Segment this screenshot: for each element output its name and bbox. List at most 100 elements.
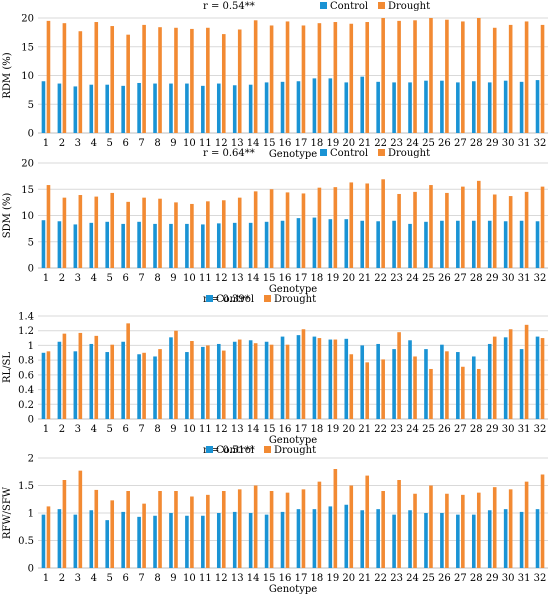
bar-control [487,220,492,268]
bar-control [185,352,189,419]
x-tick-label: 30 [502,138,515,149]
bar-control [201,515,205,568]
bar-drought [413,191,417,268]
x-tick-label: 29 [486,573,499,584]
x-tick-label: 10 [183,573,196,584]
bar-drought [317,23,322,133]
bar-drought [540,24,545,133]
bar-control [169,513,173,568]
bar-control [137,82,141,133]
x-tick-label: 18 [311,424,324,435]
x-tick-label: 15 [263,573,276,584]
bar-control [424,80,428,133]
x-tick-label: 19 [326,573,339,584]
y-tick-label: 0.8 [18,356,34,367]
bar-control [312,336,317,419]
bar-drought [381,359,385,419]
bar-control [440,344,444,419]
bar-drought [397,332,401,419]
bar-drought [317,481,322,568]
legend-swatch-drought [378,2,385,9]
bar-control [408,340,412,419]
bar-control [440,220,444,268]
legend: Control Drought [320,148,430,159]
bar-control [121,511,125,568]
y-tick-label: 1 [28,509,34,520]
bar-drought [349,485,354,568]
bar-control [344,504,349,568]
x-tick-label: 19 [326,273,339,284]
legend: Control Drought [320,1,430,12]
x-tick-label: 17 [295,273,308,284]
bar-drought [540,338,545,419]
x-tick-label: 4 [91,138,97,149]
bar-control [280,81,285,133]
x-tick-label: 11 [199,573,212,584]
legend-label-control: Control [216,294,254,305]
bar-drought [126,323,130,419]
bar-drought [94,196,99,268]
bar-drought [110,500,115,568]
y-tick-label: 0.2 [18,400,34,411]
x-tick-label: 10 [183,424,196,435]
bar-control [392,349,396,419]
bar-drought [365,362,370,419]
bar-drought [221,491,226,568]
bar-drought [540,186,545,268]
x-axis-label: Genotype [269,584,317,595]
bar-drought [301,193,306,268]
bar-control [503,337,508,419]
bar-control [344,219,349,268]
legend-label-control: Control [216,445,254,456]
bar-control [280,336,285,419]
x-tick-label: 6 [122,573,128,584]
bar-drought [126,34,130,133]
x-tick-label: 7 [138,273,144,284]
bar-drought [110,26,115,133]
bar-drought [269,25,274,134]
bar-drought [508,329,513,419]
x-tick-label: 31 [518,138,531,149]
bar-drought [365,183,370,268]
bar-drought [94,335,99,419]
x-tick-label: 23 [390,573,403,584]
y-tick-label: 1.4 [18,312,34,323]
bar-drought [492,194,497,268]
x-tick-label: 3 [75,573,81,584]
x-tick-label: 15 [263,424,276,435]
bar-drought [94,489,99,568]
bar-control [519,511,524,568]
x-tick-label: 26 [438,273,451,284]
x-tick-label: 18 [311,273,324,284]
x-tick-label: 13 [231,273,244,284]
bar-drought [508,24,513,133]
bar-control [264,514,269,568]
x-tick-label: 16 [279,138,292,149]
bar-control [232,222,237,268]
bar-drought [333,187,338,268]
bar-drought [46,506,51,568]
x-tick-label: 25 [422,573,435,584]
legend-swatch-drought [264,446,271,453]
x-tick-label: 2 [59,138,65,149]
x-tick-label: 21 [358,138,371,149]
bar-control [471,514,476,568]
bar-control [57,83,62,133]
x-tick-label: 20 [342,138,355,149]
bar-drought [174,330,178,419]
bar-control [153,83,157,133]
x-tick-label: 31 [518,573,531,584]
correlation-annotation: r = 0.64** [203,148,255,159]
x-tick-label: 20 [342,424,355,435]
x-axis-label: Genotype [269,284,317,295]
x-tick-label: 1 [43,273,49,284]
bar-control [487,510,492,568]
bar-drought [269,491,274,568]
bar-drought [397,480,401,568]
bar-control [248,84,253,133]
x-tick-label: 18 [311,138,324,149]
bar-control [73,224,78,268]
bar-drought [413,493,417,568]
bar-control [105,520,110,568]
bar-drought [46,20,51,133]
